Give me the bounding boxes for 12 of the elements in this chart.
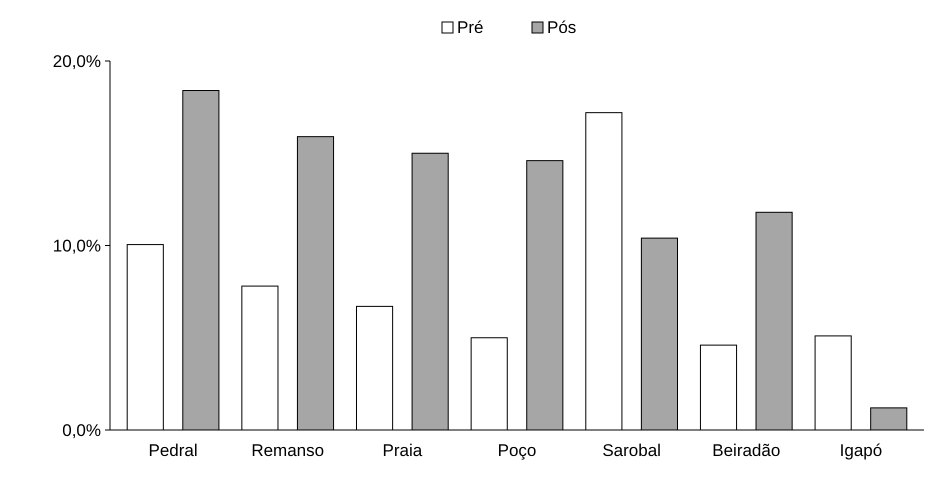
- x-tick-label: Praia: [382, 441, 423, 460]
- y-tick-label: 20,0%: [52, 52, 101, 71]
- x-tick-label: Pedral: [148, 441, 198, 460]
- x-tick-label: Igapó: [840, 441, 882, 460]
- x-tick-label: Remanso: [251, 441, 324, 460]
- x-tick-label: Sarobal: [602, 441, 661, 460]
- y-tick-label: 0,0%: [62, 420, 101, 440]
- x-tick-label: Beiradão: [712, 441, 780, 460]
- x-tick-label: Poço: [498, 441, 536, 460]
- legend-label: Pré: [457, 18, 484, 37]
- y-tick-label: 10,0%: [52, 236, 101, 256]
- legend-label: Pós: [547, 18, 576, 37]
